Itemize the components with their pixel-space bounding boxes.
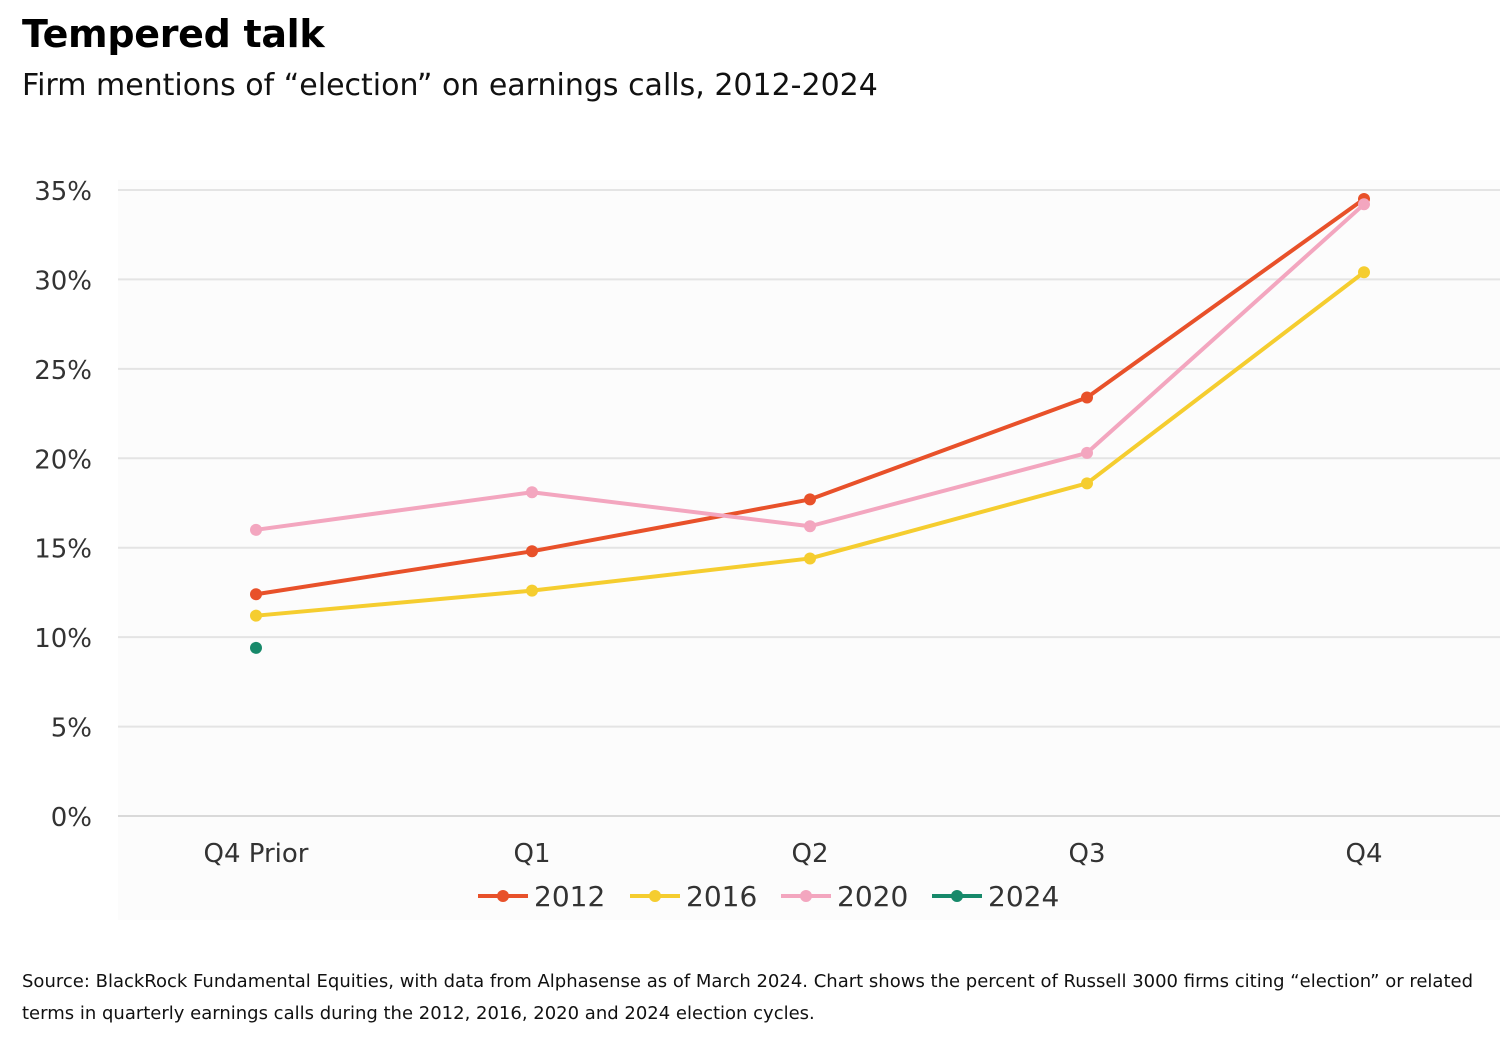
legend-label-2024: 2024 bbox=[988, 880, 1059, 913]
data-point-2020 bbox=[250, 523, 262, 536]
legend-swatch-marker bbox=[497, 890, 509, 902]
y-tick-label: 30% bbox=[34, 266, 92, 296]
data-point-2012 bbox=[250, 588, 262, 601]
x-tick-label: Q3 bbox=[1068, 839, 1105, 869]
data-point-2020 bbox=[804, 520, 816, 533]
data-point-2016 bbox=[804, 552, 816, 565]
chart-title: Tempered talk bbox=[22, 12, 325, 56]
y-tick-label: 20% bbox=[34, 445, 92, 475]
data-point-2012 bbox=[526, 545, 538, 558]
data-point-2020 bbox=[526, 486, 538, 499]
data-point-2012 bbox=[1081, 391, 1093, 404]
y-tick-label: 25% bbox=[34, 356, 92, 386]
plot-background bbox=[118, 180, 1500, 920]
data-point-2016 bbox=[526, 584, 538, 597]
data-point-2024 bbox=[250, 641, 262, 654]
chart-area: 0% 5% 10% 15% 20% 25% 30% 35% Q4 Prior Q1 Q2 Q3 Q4 … bbox=[0, 150, 1500, 930]
data-point-2016 bbox=[1081, 477, 1093, 490]
legend-swatch-marker bbox=[951, 890, 963, 902]
chart-subtitle: Firm mentions of “election” on earnings … bbox=[22, 68, 878, 103]
x-tick-label: Q4 bbox=[1345, 839, 1382, 869]
y-tick-label: 15% bbox=[34, 535, 92, 565]
data-point-2020 bbox=[1358, 198, 1370, 211]
legend-swatch-marker bbox=[800, 890, 812, 902]
y-tick-label: 5% bbox=[51, 714, 92, 744]
data-point-2016 bbox=[250, 609, 262, 622]
line-chart: 0%5%10%15%20%25%30%35% Q4 Prior Q1 Q2 Q3 Q4 … bbox=[34, 177, 1500, 920]
x-tick-label: Q4 Prior bbox=[203, 839, 308, 869]
legend-label-2012: 2012 bbox=[534, 880, 605, 913]
y-tick-label: 35% bbox=[34, 177, 92, 207]
data-point-2016 bbox=[1358, 266, 1370, 279]
data-point-2012 bbox=[804, 493, 816, 506]
y-tick-label: 0% bbox=[51, 803, 92, 833]
legend-label-2016: 2016 bbox=[686, 880, 757, 913]
x-tick-label: Q1 bbox=[513, 839, 550, 869]
y-tick-label: 10% bbox=[34, 624, 92, 654]
source-note: Source: BlackRock Fundamental Equities, … bbox=[22, 971, 1474, 1024]
x-tick-label: Q2 bbox=[791, 839, 828, 869]
legend-swatch-marker bbox=[649, 890, 661, 902]
legend-label-2020: 2020 bbox=[837, 880, 908, 913]
data-point-2020 bbox=[1081, 446, 1093, 459]
